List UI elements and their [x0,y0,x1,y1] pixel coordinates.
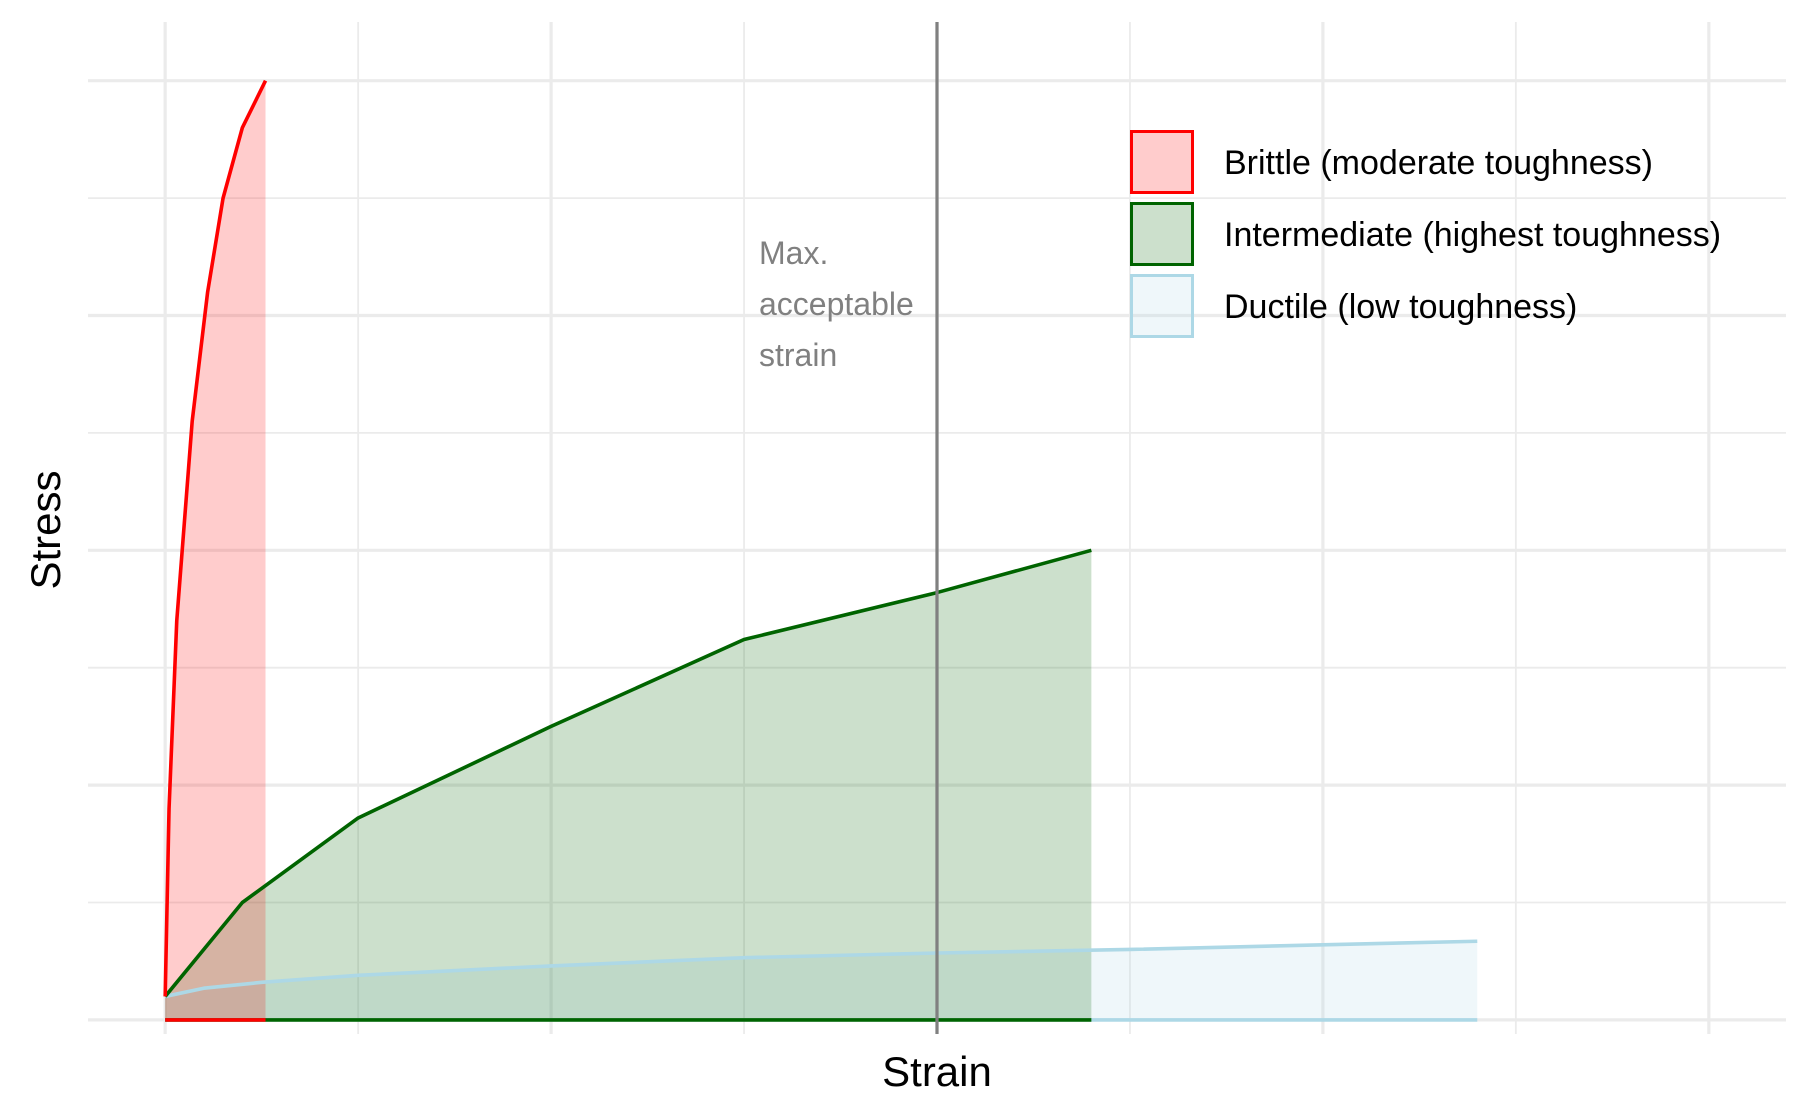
legend-key-intermediate [1130,202,1194,266]
y-axis-title: Stress [22,470,69,590]
annotation-line-3: strain [759,337,838,373]
line-ductile [164,939,1478,999]
max-strain-annotation: Max. acceptable strain [759,228,914,381]
legend-key-brittle [1130,130,1194,194]
area-ductile [165,941,1478,1020]
legend-key-ductile [1130,274,1194,338]
series-areas [165,80,1478,1020]
legend-label-intermediate: Intermediate (highest toughness) [1224,216,1722,254]
annotation-line-2: acceptable [759,286,914,322]
area-intermediate [165,550,1092,1020]
annotation-line-1: Max. [759,235,829,271]
area-brittle [165,80,266,1020]
legend-label-ductile: Ductile (low toughness) [1224,288,1578,326]
line-brittle [163,79,268,997]
x-axis-title: Strain [882,1048,992,1095]
legend-label-brittle: Brittle (moderate toughness) [1224,144,1653,182]
